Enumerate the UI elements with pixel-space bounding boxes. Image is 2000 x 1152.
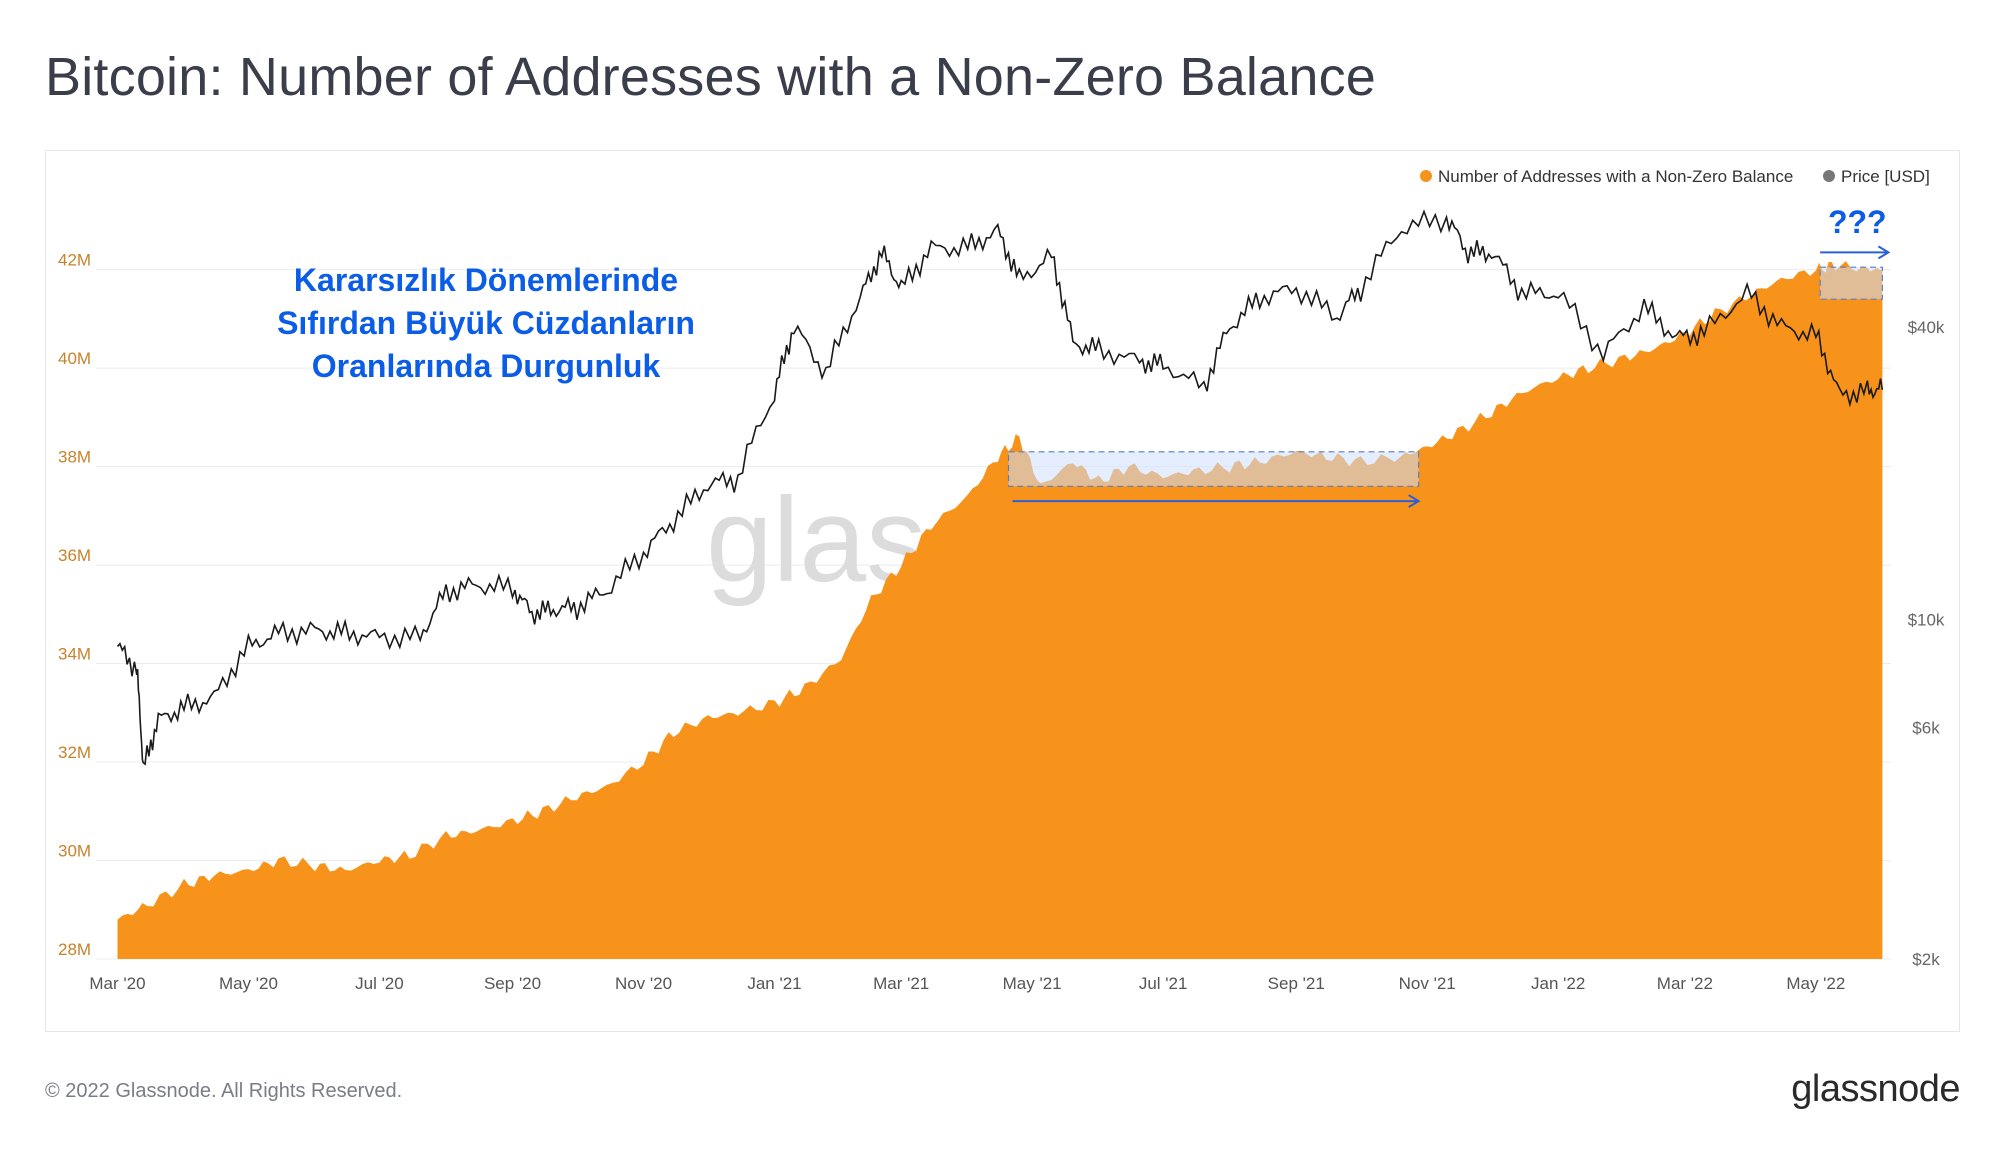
legend-label-price: Price [USD] (1841, 167, 1930, 186)
y-left-tick-label: 28M (58, 940, 91, 959)
stagnation-arrow-head (1408, 494, 1421, 508)
annotation-text-line: Oranlarında Durgunluk (312, 348, 661, 384)
x-tick-label: May '20 (219, 974, 278, 993)
stagnation-highlight-box (1007, 451, 1420, 487)
legend-label-addresses: Number of Addresses with a Non-Zero Bala… (1438, 167, 1793, 186)
y-right-tick-label: $10k (1908, 611, 1945, 630)
x-tick-label: Nov '21 (1399, 974, 1456, 993)
annotation-text-line: Kararsızlık Dönemlerinde (294, 262, 678, 298)
x-tick-label: May '21 (1003, 974, 1062, 993)
y-right-tick-label: $6k (1912, 718, 1940, 737)
y-left-tick-label: 42M (58, 251, 91, 270)
recent-arrow-head (1877, 245, 1891, 260)
page-title: Bitcoin: Number of Addresses with a Non-… (45, 47, 1377, 107)
axis-layer: 28M 30M 32M 34M 36M 38M 40M 42M $2k $6k $10k $40k Ma… (58, 251, 1945, 993)
x-tick-label: Mar '21 (873, 974, 929, 993)
addresses-area-layer (117, 261, 1883, 960)
y-left-tick-label: 34M (58, 645, 91, 664)
x-tick-label: Nov '20 (615, 974, 672, 993)
x-tick-label: Mar '20 (89, 974, 145, 993)
x-tick-label: May '22 (1786, 974, 1845, 993)
legend: Number of Addresses with a Non-Zero Bala… (1420, 167, 1930, 186)
y-left-tick-label: 36M (58, 546, 91, 565)
x-tick-label: Sep '21 (1268, 974, 1325, 993)
price-line-layer (116, 209, 1884, 766)
annotation-layer: Kararsızlık Dönemlerinde Sıfırdan Büyük C… (277, 204, 1887, 384)
y-right-tick-label: $40k (1908, 318, 1945, 337)
highlight-layer (1007, 245, 1891, 508)
annotation-text-line: Sıfırdan Büyük Cüzdanların (277, 305, 695, 341)
x-tick-label: Jul '20 (355, 974, 404, 993)
x-tick-label: Jan '22 (1531, 974, 1585, 993)
recent-highlight-box (1819, 266, 1884, 300)
x-tick-label: Jan '21 (747, 974, 801, 993)
chart-frame: glassnode 28M30M32M34M36M38M40M42M$2k$6k… (45, 150, 1960, 1032)
chart-canvas: glassnode 28M30M32M34M36M38M40M42M$2k$6k… (58, 167, 1945, 993)
question-annotation: ??? (1828, 204, 1887, 240)
y-right-tick-label: $2k (1912, 950, 1940, 969)
y-left-tick-label: 40M (58, 349, 91, 368)
footer-copyright: © 2022 Glassnode. All Rights Reserved. (45, 1080, 403, 1102)
price-line (116, 209, 1884, 766)
legend-marker-addresses (1420, 170, 1432, 182)
y-left-tick-label: 38M (58, 448, 91, 467)
x-tick-label: Mar '22 (1657, 974, 1713, 993)
y-left-tick-label: 32M (58, 743, 91, 762)
x-tick-label: Jul '21 (1139, 974, 1188, 993)
glassnode-logo: glassnode (1791, 1068, 1960, 1110)
addresses-area (117, 261, 1883, 960)
legend-marker-price (1823, 170, 1835, 182)
x-tick-label: Sep '20 (484, 974, 541, 993)
y-left-tick-label: 30M (58, 842, 91, 861)
